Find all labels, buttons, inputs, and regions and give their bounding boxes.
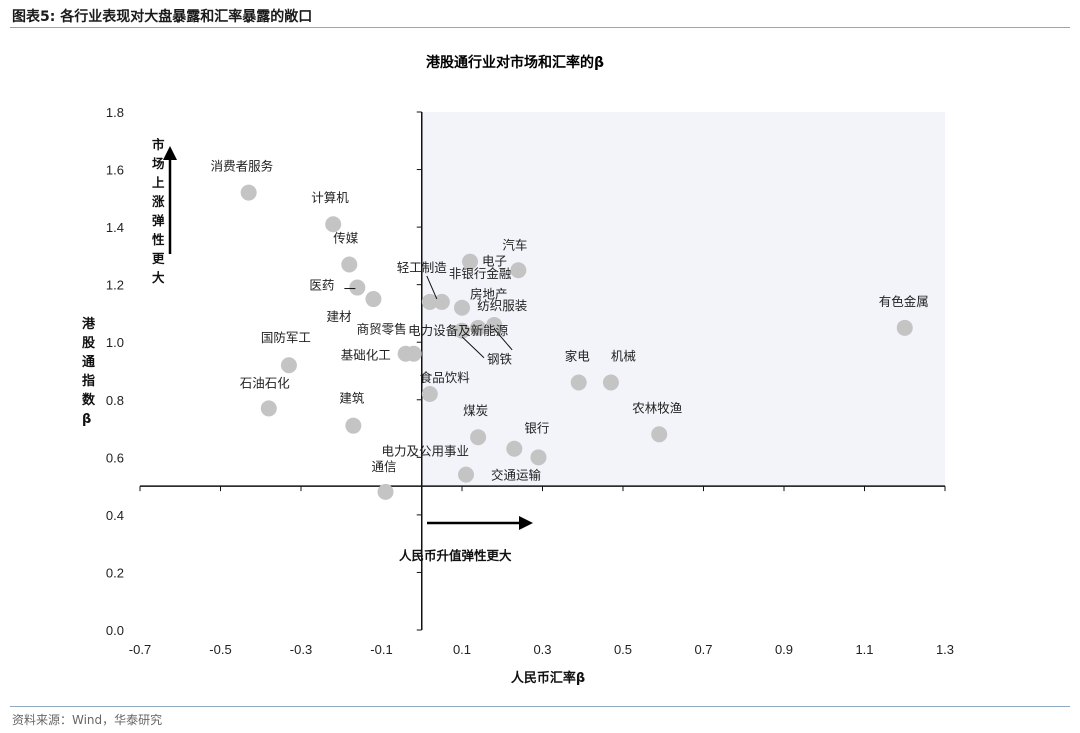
y-tick-label: 1.2	[106, 278, 124, 293]
data-points	[240, 184, 913, 500]
annotation-arrows	[163, 146, 533, 530]
point-label: 汽车	[502, 237, 527, 252]
point-label: 商贸零售	[357, 322, 407, 337]
x-arrow-annotation: 人民币升值弹性更大	[399, 548, 512, 563]
data-point	[506, 440, 523, 457]
data-point	[365, 291, 382, 308]
point-label: 消费者服务	[211, 159, 274, 174]
figure-header: 图表5: 各行业表现对大盘暴露和汇率暴露的敞口	[10, 6, 1070, 26]
y-tick-label: 0.6	[106, 450, 124, 465]
y-tick-label: 1.8	[106, 105, 124, 120]
x-tick-label: -0.5	[209, 642, 231, 657]
point-label: 建材	[326, 309, 351, 324]
point-label: 医药	[309, 278, 334, 293]
point-label: 通信	[372, 459, 397, 474]
source-note: 资料来源：Wind，华泰研究	[12, 713, 163, 727]
y-tick-label: 0.0	[106, 623, 124, 638]
point-label: 电力及公用事业	[381, 443, 469, 458]
data-point	[325, 216, 342, 233]
point-label: 轻工制造	[397, 260, 448, 275]
x-tick-label: 0.3	[533, 642, 551, 657]
chart-title: 港股通行业对市场和汇率的β	[426, 54, 604, 71]
y-arrow-head	[163, 146, 177, 160]
point-label: 基础化工	[341, 348, 391, 363]
data-point	[651, 426, 668, 443]
data-point	[280, 357, 297, 374]
x-tick-label: 0.9	[775, 642, 793, 657]
data-point	[570, 374, 587, 391]
highlight-region	[421, 112, 945, 487]
footer-rule	[10, 706, 1070, 707]
data-point	[462, 253, 479, 270]
x-tick-label: 0.7	[694, 642, 712, 657]
data-point	[458, 466, 475, 483]
x-tick-label: -0.3	[290, 642, 312, 657]
data-point	[602, 374, 619, 391]
data-point	[345, 417, 362, 434]
point-label: 国防军工	[261, 330, 311, 345]
data-point	[377, 483, 394, 500]
point-label: 煤炭	[463, 403, 488, 418]
point-label: 银行	[524, 421, 549, 436]
x-tick-label: -0.1	[370, 642, 392, 657]
x-tick-label: 1.1	[855, 642, 873, 657]
data-point	[486, 316, 503, 333]
data-point	[454, 299, 470, 316]
y-axis-title: 港股通指数 β	[82, 316, 96, 427]
point-label: 计算机	[311, 190, 349, 205]
data-point	[510, 262, 527, 279]
y-tick-label: 0.8	[106, 393, 124, 408]
data-point	[260, 400, 277, 417]
y-tick-label: 0.4	[106, 508, 124, 523]
tick-labels: -0.7 -0.5 -0.3 -0.1 0.1 0.3 0.5 0.7 0.9 1.1 1.3 0.0…	[106, 105, 954, 657]
data-point	[896, 319, 913, 336]
leader-line	[493, 328, 513, 351]
data-point	[470, 319, 487, 336]
data-point	[341, 256, 358, 273]
point-label: 建筑	[339, 391, 365, 406]
point-label: 电子	[482, 254, 507, 269]
x-tick-label: -0.7	[129, 642, 151, 657]
point-label: 房地产	[470, 287, 508, 302]
y-tick-label: 1.0	[106, 335, 124, 350]
data-point	[530, 449, 547, 466]
point-label: 纺织服装	[477, 298, 527, 313]
point-label: 交通运输	[491, 468, 542, 483]
x-arrow-head	[519, 516, 533, 530]
point-label: 电力设备及新能源	[408, 323, 509, 338]
data-point	[421, 386, 438, 403]
data-point	[470, 429, 487, 446]
point-label: 传媒	[333, 231, 359, 246]
leader-line	[426, 275, 438, 300]
y-arrow-annotation: 市场上涨弹性更大	[151, 137, 165, 285]
data-point	[421, 293, 438, 310]
point-label: 非银行金融	[449, 266, 512, 281]
y-tick-label: 0.2	[106, 565, 124, 580]
leader-line	[461, 336, 485, 359]
axes	[139, 111, 946, 631]
scatter-chart: 港股通行业对市场和汇率的β -0.7 -0.5 -0.3 -0.1 0.1 0.3 0.5 0…	[82, 54, 954, 686]
point-label: 石油石化	[240, 375, 291, 390]
y-tick-label: 1.6	[106, 163, 124, 178]
data-point	[405, 345, 422, 362]
header-rule	[10, 27, 1070, 28]
data-point	[349, 279, 366, 296]
y-tick-label: 1.4	[106, 220, 124, 235]
x-axis-title: 人民币汇率β	[511, 670, 585, 686]
data-point	[433, 293, 450, 310]
data-point	[240, 184, 257, 201]
x-tick-label: 0.1	[453, 642, 471, 657]
data-point	[454, 322, 470, 339]
point-label: 家电	[565, 349, 591, 364]
point-label: 有色金属	[879, 294, 929, 309]
point-label: 钢铁	[487, 352, 513, 367]
x-tick-label: 0.5	[614, 642, 632, 657]
point-label: 机械	[611, 349, 637, 364]
point-label: 食品饮料	[420, 370, 471, 385]
leader-lines	[344, 275, 513, 359]
figure-title: 图表5: 各行业表现对大盘暴露和汇率暴露的敞口	[12, 9, 313, 25]
x-tick-label: 1.3	[936, 642, 954, 657]
point-label: 农林牧渔	[632, 400, 682, 415]
